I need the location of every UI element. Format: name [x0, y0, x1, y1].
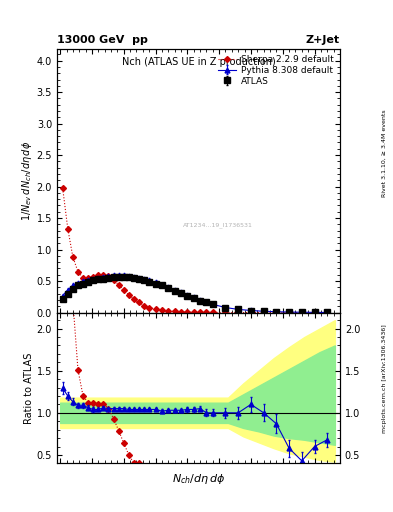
Sherpa 2.2.9 default — [121, 287, 126, 293]
Sherpa 2.2.9 default — [111, 276, 116, 283]
Sherpa 2.2.9 default — [147, 305, 152, 311]
Sherpa 2.2.9 default — [191, 309, 196, 315]
Sherpa 2.2.9 default — [185, 309, 190, 315]
Sherpa 2.2.9 default — [127, 292, 131, 298]
Sherpa 2.2.9 default — [172, 308, 177, 314]
Sherpa 2.2.9 default — [198, 309, 202, 315]
Sherpa 2.2.9 default — [299, 309, 304, 315]
Sherpa 2.2.9 default — [106, 273, 111, 279]
Sherpa 2.2.9 default — [116, 282, 121, 288]
Sherpa 2.2.9 default — [312, 309, 317, 315]
Text: Z+Jet: Z+Jet — [306, 35, 340, 45]
Sherpa 2.2.9 default — [70, 254, 75, 260]
Text: Nch (ATLAS UE in Z production): Nch (ATLAS UE in Z production) — [121, 56, 275, 67]
Sherpa 2.2.9 default — [61, 185, 65, 191]
Sherpa 2.2.9 default — [86, 275, 90, 281]
Sherpa 2.2.9 default — [204, 309, 209, 315]
Sherpa 2.2.9 default — [91, 273, 95, 280]
Sherpa 2.2.9 default — [248, 309, 253, 315]
Sherpa 2.2.9 default — [81, 275, 85, 281]
Text: mcplots.cern.ch [arXiv:1306.3436]: mcplots.cern.ch [arXiv:1306.3436] — [382, 325, 387, 433]
Sherpa 2.2.9 default — [236, 309, 241, 315]
Sherpa 2.2.9 default — [101, 272, 106, 278]
Sherpa 2.2.9 default — [325, 309, 330, 315]
Sherpa 2.2.9 default — [137, 300, 141, 306]
Sherpa 2.2.9 default — [160, 307, 164, 313]
Sherpa 2.2.9 default — [166, 308, 171, 314]
Sherpa 2.2.9 default — [223, 309, 228, 315]
Sherpa 2.2.9 default — [179, 309, 184, 315]
Sherpa 2.2.9 default — [96, 272, 101, 279]
Sherpa 2.2.9 default — [132, 296, 136, 303]
Text: 13000 GeV  pp: 13000 GeV pp — [57, 35, 148, 45]
Sherpa 2.2.9 default — [210, 309, 215, 315]
Text: AT1234...19_I1736531: AT1234...19_I1736531 — [184, 223, 253, 228]
X-axis label: $N_{ch}/d\eta\,d\phi$: $N_{ch}/d\eta\,d\phi$ — [172, 473, 225, 486]
Sherpa 2.2.9 default — [261, 309, 266, 315]
Sherpa 2.2.9 default — [153, 306, 158, 312]
Sherpa 2.2.9 default — [66, 226, 70, 232]
Sherpa 2.2.9 default — [75, 268, 80, 274]
Legend: Sherpa 2.2.9 default, Pythia 8.308 default, ATLAS: Sherpa 2.2.9 default, Pythia 8.308 defau… — [217, 53, 336, 88]
Y-axis label: Ratio to ATLAS: Ratio to ATLAS — [24, 352, 34, 423]
Line: Sherpa 2.2.9 default: Sherpa 2.2.9 default — [61, 186, 329, 315]
Sherpa 2.2.9 default — [142, 303, 147, 309]
Text: Rivet 3.1.10, ≥ 3.4M events: Rivet 3.1.10, ≥ 3.4M events — [382, 110, 387, 198]
Sherpa 2.2.9 default — [287, 309, 292, 315]
Y-axis label: $1/N_{ev}\,dN_{ch}/d\eta\,d\phi$: $1/N_{ev}\,dN_{ch}/d\eta\,d\phi$ — [20, 140, 34, 221]
Sherpa 2.2.9 default — [274, 309, 279, 315]
